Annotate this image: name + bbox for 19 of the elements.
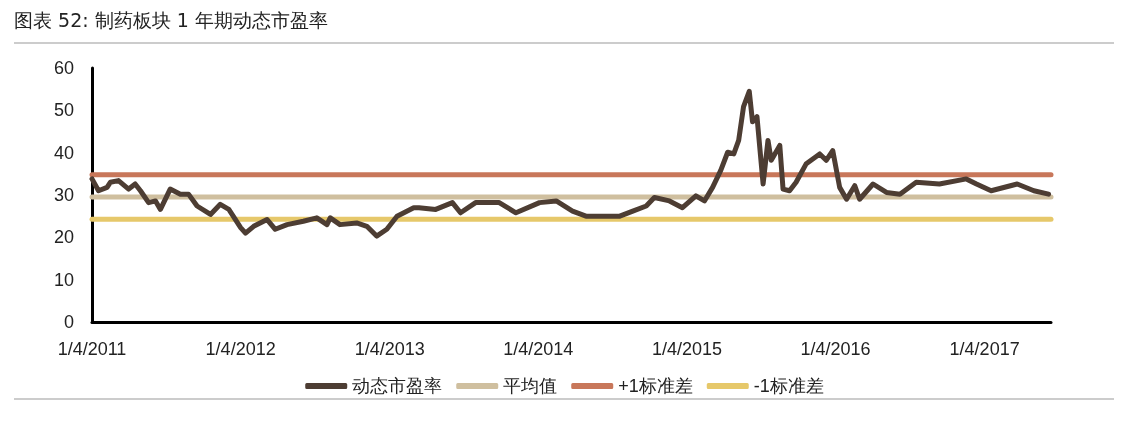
chart-title: 图表 52: 制药板块 1 年期动态市盈率 xyxy=(14,8,1114,44)
x-tick-label: 1/4/2014 xyxy=(503,339,574,359)
x-tick-label: 1/4/2012 xyxy=(205,339,276,359)
legend-label: +1标准差 xyxy=(618,376,693,396)
legend-label: 动态市盈率 xyxy=(352,376,443,396)
x-tick-label: 1/4/2017 xyxy=(949,339,1020,359)
y-tick-label: 20 xyxy=(53,227,74,248)
y-tick-label: 0 xyxy=(63,312,74,332)
y-tick-label: 40 xyxy=(53,142,74,163)
y-tick-label: 10 xyxy=(53,269,74,290)
legend-label: -1标准差 xyxy=(753,376,824,396)
y-tick-label: 60 xyxy=(53,58,74,78)
legend-label: 平均值 xyxy=(503,376,558,396)
y-tick-label: 30 xyxy=(53,185,74,205)
y-tick-label: 50 xyxy=(53,100,74,121)
x-tick-label: 1/4/2013 xyxy=(354,339,425,359)
x-tick-label: 1/4/2016 xyxy=(800,339,871,359)
x-tick-label: 1/4/2011 xyxy=(57,339,127,359)
x-tick-label: 1/4/2015 xyxy=(651,339,722,359)
